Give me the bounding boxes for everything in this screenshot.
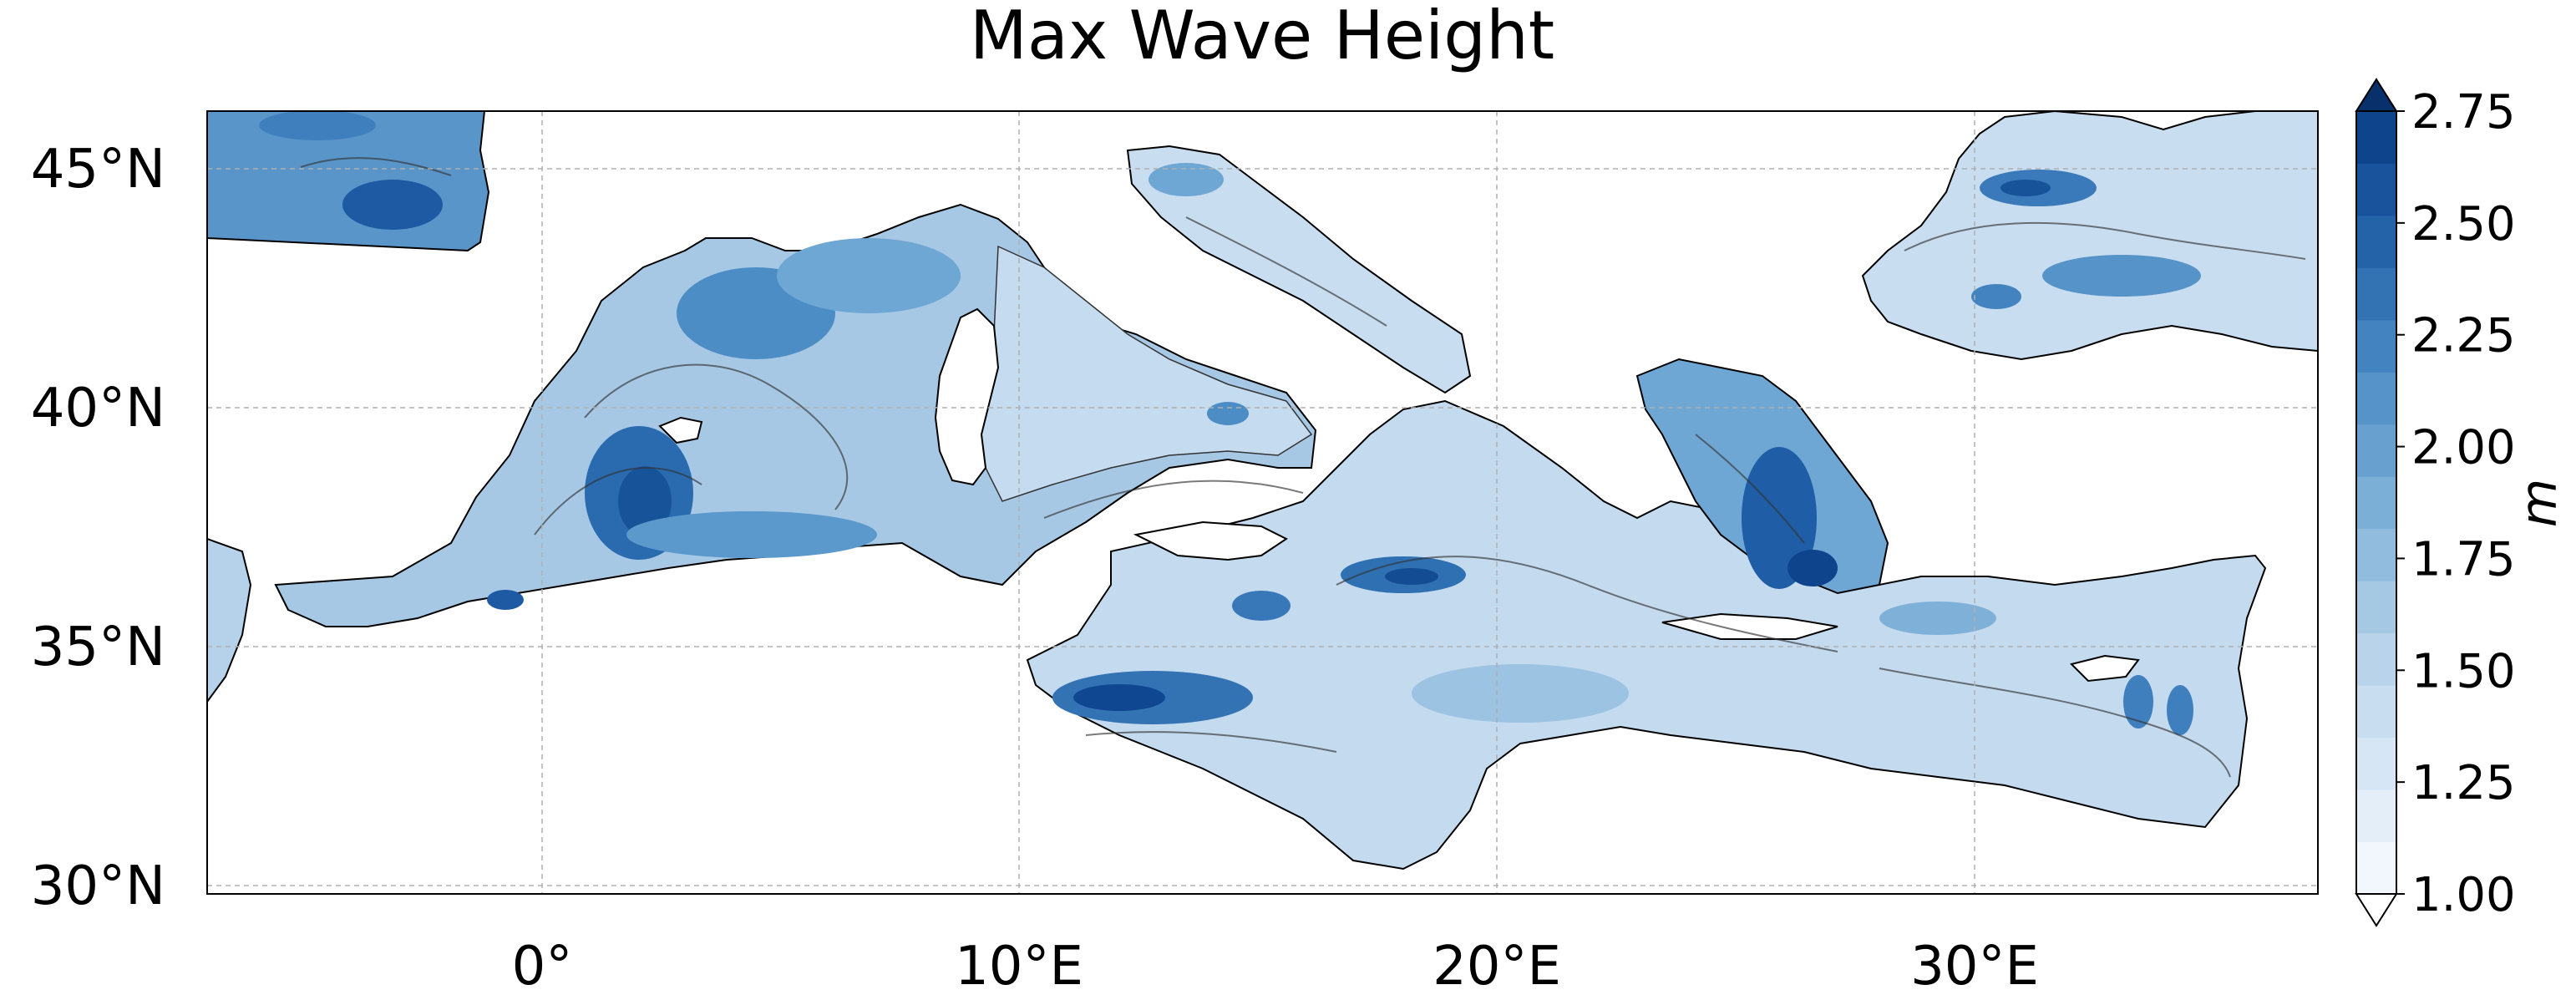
map-panel <box>206 110 2319 895</box>
sea-atlantic-gibraltar <box>207 537 252 703</box>
sea-sicily-strait <box>1232 591 1291 621</box>
sea-liguria <box>777 238 961 313</box>
sea-aegean-core <box>1787 550 1838 586</box>
island-sicily <box>1133 520 1288 561</box>
sea-gulf-of-gabes-core <box>1073 684 1165 711</box>
colorbar-label: m <box>2510 479 2568 527</box>
sea-balearic-core <box>618 466 672 536</box>
colorbar-tick-label: 2.00 <box>2411 421 2516 475</box>
colorbar-band <box>2356 319 2396 373</box>
colorbar-band <box>2356 528 2396 581</box>
sea-algeria-coast <box>626 511 877 558</box>
colorbar-band <box>2356 215 2396 268</box>
sea-libya-coast <box>1412 664 1629 723</box>
colorbar-band <box>2356 163 2396 216</box>
sea-biscay-peak <box>342 180 443 230</box>
contour-lines <box>300 157 2306 778</box>
colorbar-band <box>2356 581 2396 634</box>
colorbar-over-arrow <box>2355 78 2398 112</box>
island-mallorca <box>658 416 703 444</box>
lat-label-45: 45°N <box>31 139 165 201</box>
island-corsica-sardinia <box>934 307 1000 486</box>
sea-black-sea-center <box>2042 255 2201 297</box>
colorbar-band <box>2356 267 2396 321</box>
lat-label-30: 30°N <box>31 855 165 917</box>
graticule <box>207 111 2318 894</box>
sea-biscay-mid <box>259 111 376 140</box>
colorbar-bands <box>2356 111 2396 895</box>
sea-central-med <box>1026 399 2267 871</box>
island-crete <box>1661 612 1838 640</box>
lat-label-40: 40°N <box>31 378 165 439</box>
sea-levant-right <box>2167 685 2193 735</box>
sea-alboran-peak <box>487 590 524 610</box>
colorbar-tick-label: 1.25 <box>2411 756 2516 810</box>
map-title: Max Wave Height <box>970 0 1554 74</box>
colorbar-tick-label: 1.50 <box>2411 644 2516 698</box>
sea-adriatic <box>1126 145 1472 394</box>
sea-black-sea-core <box>2000 180 2051 196</box>
colorbar-band <box>2356 632 2396 686</box>
sea-fill-layer <box>207 111 2318 871</box>
colorbar-band <box>2356 476 2396 530</box>
colorbar-tick-label: 1.00 <box>2411 868 2516 922</box>
colorbar-tick-label: 2.25 <box>2411 309 2516 363</box>
colorbar-band <box>2356 372 2396 425</box>
colorbar-tick-label: 1.75 <box>2411 532 2516 586</box>
lon-label-30: 30°E <box>1910 936 2039 995</box>
colorbar-band <box>2356 841 2396 895</box>
island-cyprus <box>2070 654 2140 683</box>
colorbar-band <box>2356 737 2396 790</box>
sea-ionian-core <box>1385 568 1438 585</box>
sea-black-sea-west <box>1971 284 2021 309</box>
lon-label-20: 20°E <box>1433 936 1561 995</box>
sea-levant-left <box>2123 675 2153 728</box>
sea-rhodes <box>1879 602 1996 635</box>
colorbar-tick-label: 2.75 <box>2411 85 2516 140</box>
latitude-labels: 45°N 40°N 35°N 30°N <box>31 139 165 917</box>
colorbar-band <box>2356 685 2396 739</box>
lon-label-0: 0° <box>512 936 573 995</box>
colorbar-under-arrow <box>2355 893 2398 927</box>
colorbar-band <box>2356 424 2396 477</box>
map-frame <box>206 110 2319 895</box>
colorbar: 1.00 1.25 1.50 1.75 2.00 2.25 2.50 2.75 m <box>2355 78 2568 927</box>
colorbar-ticks: 1.00 1.25 1.50 1.75 2.00 2.25 2.50 2.75 <box>2396 85 2516 922</box>
lat-label-35: 35°N <box>31 617 165 678</box>
longitude-labels: 0° 10°E 20°E 30°E <box>512 936 2039 995</box>
sea-tyrrhenian-spot <box>1207 402 1249 425</box>
colorbar-band <box>2356 111 2396 164</box>
colorbar-band <box>2356 789 2396 843</box>
colorbar-frame <box>2355 110 2397 895</box>
lon-label-10: 10°E <box>955 936 1083 995</box>
sea-adriatic-north <box>1149 163 1224 196</box>
colorbar-tick-label: 2.50 <box>2411 197 2516 251</box>
